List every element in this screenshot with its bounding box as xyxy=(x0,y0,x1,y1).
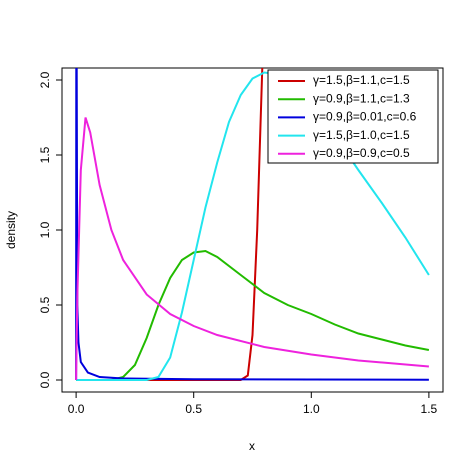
legend-label: γ=1.5,β=1.0,c=1.5 xyxy=(313,128,410,142)
series-line xyxy=(75,68,429,381)
series-line xyxy=(76,68,264,381)
series-line xyxy=(76,249,430,381)
y-tick-label: 1.5 xyxy=(38,146,52,163)
x-tick-label: 1.5 xyxy=(421,402,438,416)
y-tick-label: 0.5 xyxy=(38,296,52,313)
curves xyxy=(75,68,430,381)
x-tick-label: 0.5 xyxy=(185,402,202,416)
series-line xyxy=(76,71,430,381)
legend-label: γ=1.5,β=1.1,c=1.5 xyxy=(313,73,410,87)
y-tick-label: 0.0 xyxy=(38,371,52,388)
y-axis-label: density xyxy=(4,211,18,249)
legend-label: γ=0.9,β=1.1,c=1.3 xyxy=(313,91,410,105)
x-tick-label: 1.0 xyxy=(303,402,320,416)
legend-label: γ=0.9,β=0.9,c=0.5 xyxy=(313,146,410,160)
x-axis-label: x xyxy=(249,439,255,453)
series-line xyxy=(75,117,429,381)
y-tick-label: 1.0 xyxy=(38,221,52,238)
x-tick-label: 0.0 xyxy=(68,402,85,416)
legend-label: γ=0.9,β=0.01,c=0.6 xyxy=(313,110,417,124)
y-tick-label: 2.0 xyxy=(38,71,52,88)
